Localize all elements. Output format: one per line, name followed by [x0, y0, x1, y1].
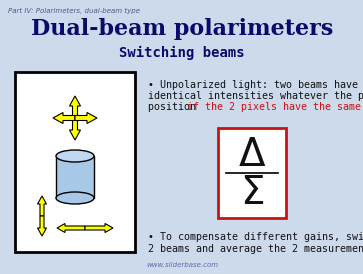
Text: Dual-beam polarimeters: Dual-beam polarimeters	[31, 18, 333, 40]
Bar	[15, 72, 135, 252]
Ellipse shape	[56, 150, 94, 162]
FancyArrow shape	[37, 216, 46, 236]
Text: Part IV: Polarimeters, dual-beam type: Part IV: Polarimeters, dual-beam type	[8, 8, 140, 14]
FancyArrow shape	[53, 113, 75, 124]
Bar	[218, 128, 286, 218]
Text: $\Delta$: $\Delta$	[238, 136, 266, 174]
Bar	[56, 156, 94, 198]
Text: 2 beams and average the 2 measurements: 2 beams and average the 2 measurements	[148, 244, 363, 254]
FancyArrow shape	[85, 224, 113, 233]
Text: Switching beams: Switching beams	[119, 46, 245, 60]
FancyArrow shape	[69, 96, 81, 118]
FancyArrow shape	[57, 224, 85, 233]
Text: $\Sigma$: $\Sigma$	[240, 174, 264, 212]
Text: www.sliderbase.com: www.sliderbase.com	[146, 262, 218, 268]
Text: position: position	[148, 102, 202, 112]
FancyArrow shape	[75, 113, 97, 124]
Ellipse shape	[56, 192, 94, 204]
Text: identical intensities whatever the prism’s: identical intensities whatever the prism…	[148, 91, 363, 101]
FancyArrow shape	[69, 118, 81, 140]
Text: if the 2 pixels have the same gain: if the 2 pixels have the same gain	[187, 102, 363, 112]
Text: • Unpolarized light: two beams have: • Unpolarized light: two beams have	[148, 80, 358, 90]
Text: • To compensate different gains, switch the: • To compensate different gains, switch …	[148, 232, 363, 242]
FancyArrow shape	[37, 196, 46, 216]
